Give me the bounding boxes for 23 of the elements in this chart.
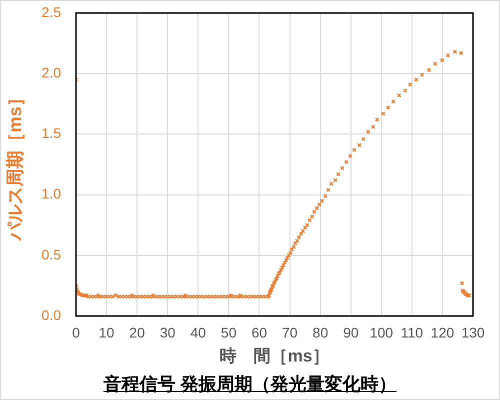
x-tick-label: 50: [220, 324, 237, 340]
x-tick-label: 40: [190, 324, 206, 340]
y-tick-label: 2.5: [42, 4, 62, 20]
x-tick-label: 30: [160, 324, 176, 340]
x-tick-label: 130: [461, 324, 485, 340]
x-tick-label: 80: [312, 324, 328, 340]
x-tick-label: 120: [430, 324, 454, 340]
x-tick-label: 0: [72, 324, 80, 340]
y-tick-label: 0.0: [42, 306, 62, 323]
x-tick-label: 110: [400, 324, 424, 340]
y-tick-label: 1.0: [42, 186, 62, 202]
y-tick-label: 1.5: [42, 125, 62, 142]
text: 音程信号 発振周期（発光量変化時）: [102, 373, 398, 395]
x-tick-label: 20: [129, 324, 146, 340]
y-tick-label: 2.0: [42, 64, 62, 80]
x-tick-label: 70: [282, 324, 298, 340]
y-tick-label: 0.5: [42, 246, 62, 262]
x-tick-label: 60: [251, 324, 268, 340]
y-axis-title: パルス周期［ms］: [4, 88, 25, 242]
x-axis-title: 時 間［ms］: [220, 346, 330, 366]
x-tick-label: 90: [343, 324, 359, 340]
x-tick-label: 100: [370, 324, 394, 340]
x-tick-label: 10: [98, 324, 115, 340]
